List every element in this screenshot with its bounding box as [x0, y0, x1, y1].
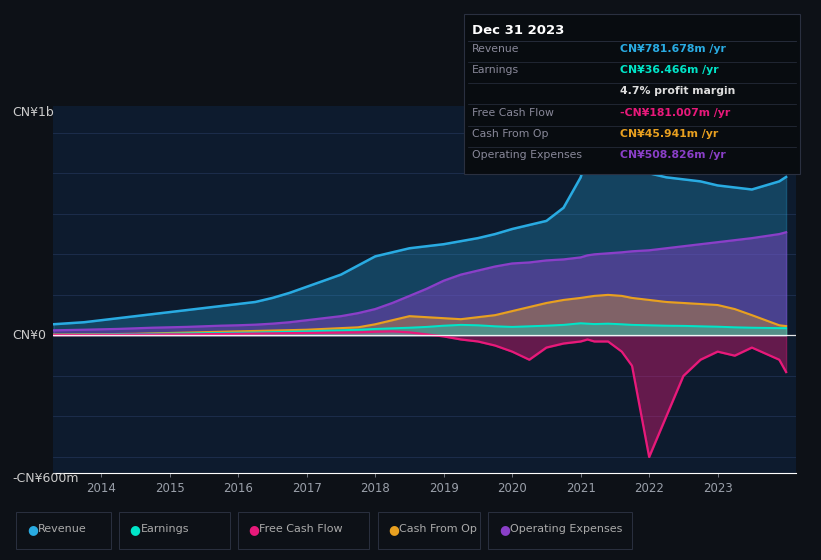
Text: Operating Expenses: Operating Expenses — [472, 150, 582, 160]
Text: Revenue: Revenue — [38, 524, 86, 534]
Text: CN¥45.941m /yr: CN¥45.941m /yr — [620, 129, 718, 139]
Text: Earnings: Earnings — [140, 524, 189, 534]
Text: Earnings: Earnings — [472, 66, 519, 75]
Text: CN¥781.678m /yr: CN¥781.678m /yr — [620, 44, 726, 54]
Text: Operating Expenses: Operating Expenses — [510, 524, 622, 534]
Text: ●: ● — [130, 522, 140, 536]
Text: CN¥508.826m /yr: CN¥508.826m /yr — [620, 150, 726, 160]
Text: Free Cash Flow: Free Cash Flow — [259, 524, 343, 534]
Text: CN¥36.466m /yr: CN¥36.466m /yr — [620, 66, 718, 75]
Text: CN¥0: CN¥0 — [12, 329, 47, 342]
Text: Free Cash Flow: Free Cash Flow — [472, 108, 554, 118]
Text: Cash From Op: Cash From Op — [472, 129, 548, 139]
Text: ●: ● — [388, 522, 399, 536]
Text: Cash From Op: Cash From Op — [399, 524, 477, 534]
Text: ●: ● — [27, 522, 38, 536]
Text: -CN¥600m: -CN¥600m — [12, 472, 79, 484]
Text: ●: ● — [499, 522, 510, 536]
Text: Dec 31 2023: Dec 31 2023 — [472, 24, 565, 37]
Text: CN¥1b: CN¥1b — [12, 106, 54, 119]
Text: 4.7% profit margin: 4.7% profit margin — [620, 86, 736, 96]
Text: Revenue: Revenue — [472, 44, 520, 54]
Text: -CN¥181.007m /yr: -CN¥181.007m /yr — [620, 108, 730, 118]
FancyBboxPatch shape — [464, 14, 800, 174]
Text: ●: ● — [249, 522, 259, 536]
